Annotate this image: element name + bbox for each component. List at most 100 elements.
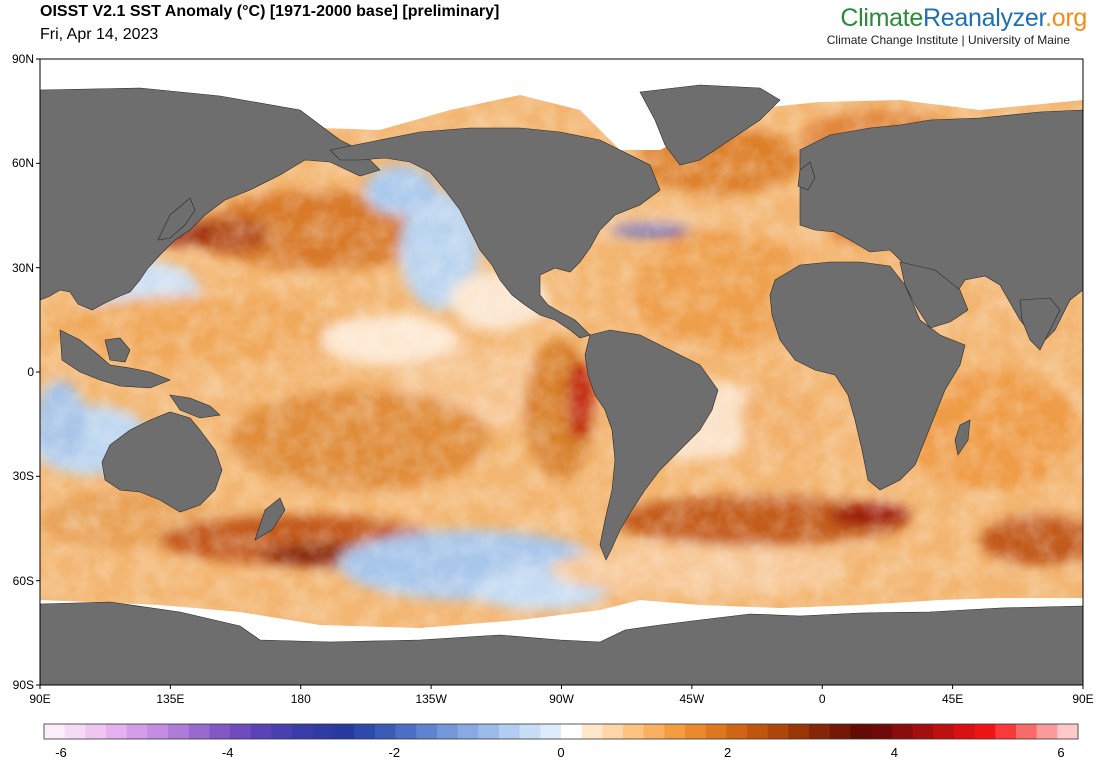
colorbar-swatch xyxy=(561,724,583,739)
indonesia xyxy=(59,329,171,389)
colorbar-swatch xyxy=(829,724,852,739)
india xyxy=(1019,297,1061,351)
colorbar-swatch xyxy=(643,724,665,739)
lat-label: 60N xyxy=(11,156,34,171)
lon-label: 0 xyxy=(818,692,826,706)
map-date: Fri, Apr 14, 2023 xyxy=(40,26,159,43)
brand-part-climate: Climate xyxy=(840,4,924,32)
colorbar-swatch xyxy=(705,724,727,739)
brand-logo[interactable]: ClimateReanalyzer.org xyxy=(840,4,1087,33)
colorbar-swatch xyxy=(581,724,603,739)
lon-label: 90W xyxy=(549,692,574,706)
colorbar-swatch xyxy=(747,724,769,739)
europe-asia-east xyxy=(799,109,1083,346)
colorbar-swatch xyxy=(106,724,128,739)
colorbar-swatch xyxy=(850,724,872,739)
colorbar-swatch xyxy=(809,724,831,739)
colorbar-swatch xyxy=(478,724,500,739)
colorbar-swatch xyxy=(788,724,810,739)
colorbar-tick-label: 4 xyxy=(890,745,898,760)
brand-part-reanalyzer: Reanalyzer xyxy=(923,4,1046,32)
greenland xyxy=(639,84,781,166)
colorbar-swatch xyxy=(974,724,996,739)
colorbar-swatch xyxy=(1057,724,1079,739)
colorbar-swatch xyxy=(540,724,562,739)
colorbar-swatch xyxy=(871,724,893,739)
colorbar-swatch xyxy=(623,724,645,739)
colorbar-swatch xyxy=(188,724,210,739)
colorbar-tick-label: 6 xyxy=(1057,745,1065,760)
colorbar-swatch xyxy=(519,724,541,739)
australia xyxy=(101,411,223,513)
colorbar-swatch xyxy=(209,724,231,739)
lon-label: 45W xyxy=(679,692,705,706)
lat-label: 30S xyxy=(12,469,34,484)
lon-label: 90E xyxy=(1072,692,1094,706)
colorbar-swatch xyxy=(312,724,335,739)
colorbar-swatch xyxy=(292,724,314,739)
arctic-sea-ice xyxy=(40,59,1083,150)
south-america xyxy=(584,329,719,561)
colorbar-swatch xyxy=(726,724,748,739)
north-america xyxy=(329,127,661,339)
colorbar-swatch xyxy=(85,724,107,739)
antarctica xyxy=(40,601,1083,685)
colorbar-tick-label: -2 xyxy=(388,745,401,760)
colorbar-swatch xyxy=(395,724,417,739)
lon-label: 90E xyxy=(29,692,51,706)
colorbar-swatch xyxy=(1015,724,1038,739)
colorbar-swatch xyxy=(436,724,459,739)
lat-label: 90N xyxy=(11,52,34,66)
colorbar-swatch xyxy=(416,724,438,739)
lon-label: 135W xyxy=(415,692,447,706)
lon-label: 180 xyxy=(290,692,311,706)
colorbar-tick-label: 2 xyxy=(724,745,732,760)
borneo xyxy=(104,337,131,363)
lon-label: 45E xyxy=(941,692,964,706)
colorbar-tick-label: 0 xyxy=(557,745,565,760)
lon-label: 135E xyxy=(156,692,185,706)
colorbar-tick-label: -4 xyxy=(221,745,234,760)
new-guinea xyxy=(169,394,221,419)
colorbar-swatch xyxy=(498,724,521,739)
map-title: OISST V2.1 SST Anomaly (°C) [1971-2000 b… xyxy=(40,3,500,20)
brand-part-org: .org xyxy=(1045,4,1087,32)
colorbar-swatch xyxy=(685,724,707,739)
colorbar-swatch xyxy=(44,724,66,739)
colorbar-swatch xyxy=(767,724,789,739)
colorbar-swatch xyxy=(995,724,1017,739)
colorbar xyxy=(44,724,1079,739)
colorbar-swatch xyxy=(912,724,934,739)
land xyxy=(40,84,1083,685)
colorbar-swatch xyxy=(664,724,686,739)
colorbar-swatch xyxy=(457,724,479,739)
lat-label: 0 xyxy=(27,365,34,379)
colorbar-swatch xyxy=(333,724,355,739)
lat-label: 60S xyxy=(12,573,34,588)
madagascar xyxy=(954,419,971,456)
colorbar-swatch xyxy=(271,724,293,739)
colorbar-swatch xyxy=(168,724,190,739)
colorbar-swatch xyxy=(891,724,914,739)
africa xyxy=(769,261,966,491)
colorbar-swatch xyxy=(64,724,86,739)
arabia xyxy=(899,261,969,329)
colorbar-swatch xyxy=(1036,724,1058,739)
colorbar-swatch xyxy=(126,724,148,739)
colorbar-tick-label: -6 xyxy=(55,745,67,760)
colorbar-swatch xyxy=(250,724,272,739)
brand-subtitle: Climate Change Institute | University of… xyxy=(826,33,1070,47)
colorbar-swatch xyxy=(602,724,624,739)
lat-label: 30N xyxy=(11,260,34,275)
colorbar-swatch xyxy=(953,724,976,739)
british-isles xyxy=(797,161,816,191)
colorbar-swatch xyxy=(147,724,169,739)
new-zealand xyxy=(254,497,286,541)
colorbar-swatch xyxy=(933,724,955,739)
colorbar-swatch xyxy=(230,724,252,739)
lat-label: 90S xyxy=(12,678,34,692)
colorbar-frame xyxy=(43,723,1079,740)
colorbar-swatch xyxy=(354,724,376,739)
japan xyxy=(157,197,196,241)
